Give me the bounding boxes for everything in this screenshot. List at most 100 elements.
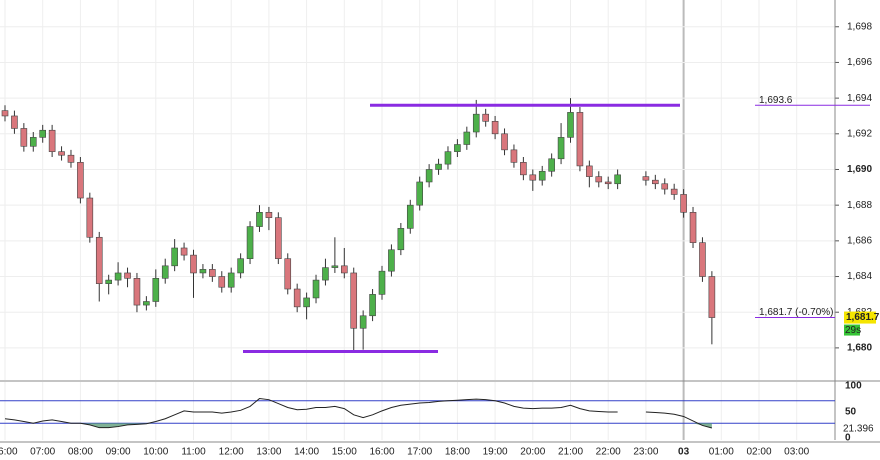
candle-body xyxy=(199,269,207,274)
x-tick-label: 22:00 xyxy=(596,447,621,458)
candle-body xyxy=(124,272,131,279)
candle-body xyxy=(463,131,471,145)
countdown-label: 29s xyxy=(845,325,861,336)
candle-body xyxy=(604,181,612,185)
indicator-tick-label: 0 xyxy=(845,433,851,444)
candle-body xyxy=(614,174,621,185)
y-tick-label: 1,686 xyxy=(847,235,872,246)
x-tick-label: 11:00 xyxy=(181,447,206,458)
candle-body xyxy=(227,272,235,288)
candle-body xyxy=(152,278,160,302)
candle-body xyxy=(425,169,433,183)
candle-body xyxy=(699,242,706,277)
candle-body xyxy=(378,270,386,295)
x-tick-label: 18:00 xyxy=(445,447,470,458)
x-tick-label: 09:00 xyxy=(106,447,131,458)
level-label: 1,693.6 xyxy=(759,95,793,106)
candle-body xyxy=(406,204,414,229)
candle-body xyxy=(48,129,56,152)
x-tick-label: 03:00 xyxy=(784,447,809,458)
candle-body xyxy=(29,137,37,147)
candle-body xyxy=(454,144,461,152)
candle-body xyxy=(11,115,18,129)
price-box xyxy=(844,311,876,324)
y-tick-label: 1,690 xyxy=(847,164,872,175)
candle-body xyxy=(171,247,178,267)
candle-body xyxy=(416,181,424,206)
candle-body xyxy=(529,174,537,181)
y-tick-label: 1,680 xyxy=(847,343,872,354)
candle-body xyxy=(95,236,103,284)
candle-body xyxy=(256,212,263,227)
candle-body xyxy=(680,194,687,213)
candle-body xyxy=(538,170,546,181)
candle-body xyxy=(312,279,320,299)
x-tick-label: 10:00 xyxy=(143,447,168,458)
candle-body xyxy=(67,154,75,163)
candle-body xyxy=(237,258,244,274)
x-tick-label: 13:00 xyxy=(256,447,281,458)
x-tick-label: 01:00 xyxy=(709,447,734,458)
countdown-box xyxy=(844,324,860,336)
x-tick-label: 14:00 xyxy=(294,447,319,458)
candle-body xyxy=(510,149,518,163)
x-tick-label: 20:00 xyxy=(520,447,545,458)
x-tick-label: 08:00 xyxy=(68,447,93,458)
candle-body xyxy=(20,128,28,147)
candle-body xyxy=(1,110,9,117)
candle-body xyxy=(39,129,47,138)
candle-body xyxy=(322,267,329,281)
candle-body xyxy=(595,176,603,183)
x-tick-label: 12:00 xyxy=(219,447,244,458)
candle-body xyxy=(209,269,216,277)
candle-body xyxy=(293,288,301,308)
y-tick-label: 1,692 xyxy=(847,128,872,139)
y-tick-label: 1,684 xyxy=(847,271,872,282)
candle-body xyxy=(77,162,84,199)
x-tick-label: 23:00 xyxy=(633,447,658,458)
candle-body xyxy=(472,113,480,133)
candle-body xyxy=(284,258,292,290)
candle-body xyxy=(143,301,150,306)
candle-body xyxy=(548,158,555,172)
candle-body xyxy=(388,249,395,272)
candle-body xyxy=(303,297,310,308)
candle-body xyxy=(359,315,367,329)
candle-body xyxy=(557,137,565,160)
candle-body xyxy=(114,272,122,281)
price-line-label: 1,681.7 (-0.70%) xyxy=(759,307,834,318)
candle-body xyxy=(642,176,650,181)
candle-body xyxy=(218,276,226,288)
x-tick-label: 19:00 xyxy=(483,447,508,458)
candle-body xyxy=(275,217,282,259)
candle-body xyxy=(369,294,376,317)
candle-body xyxy=(350,272,358,329)
candle-body xyxy=(331,265,339,268)
candle-body xyxy=(435,163,442,170)
candle-body xyxy=(340,265,348,274)
x-tick-label: 15:00 xyxy=(332,447,357,458)
candle-body xyxy=(444,151,452,165)
candle-body xyxy=(652,179,659,185)
y-tick-label: 1,696 xyxy=(847,57,872,68)
candle-body xyxy=(520,162,527,176)
candle-body xyxy=(670,188,678,195)
candle-body xyxy=(265,212,273,218)
candle-body xyxy=(397,228,405,251)
x-tick-label: 21:00 xyxy=(558,447,583,458)
candle-body xyxy=(567,112,574,138)
x-tick-label: 02:00 xyxy=(746,447,771,458)
candle-body xyxy=(58,151,65,156)
oversold-fill xyxy=(645,423,712,429)
indicator-tick-label: 100 xyxy=(845,381,862,392)
candle-body xyxy=(708,276,716,318)
x-tick-label: 07:00 xyxy=(30,447,55,458)
candle-body xyxy=(576,112,584,167)
candle-body xyxy=(501,133,508,151)
x-tick-label: 17:00 xyxy=(407,447,432,458)
candle-body xyxy=(105,279,112,284)
y-tick-label: 1,698 xyxy=(847,21,872,32)
y-tick-label: 1,694 xyxy=(847,93,872,104)
x-tick-label: 16:00 xyxy=(369,447,394,458)
